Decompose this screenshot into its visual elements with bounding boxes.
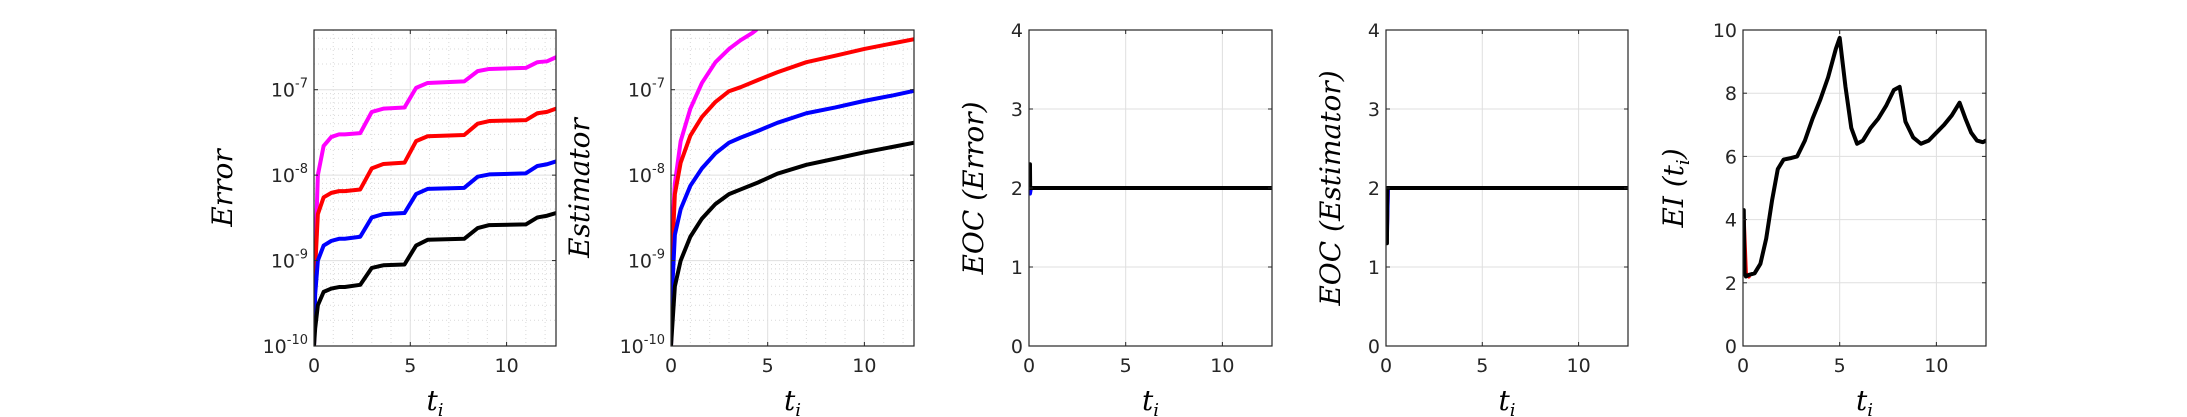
y-tick-label: 0 xyxy=(1011,336,1023,358)
y-tick-label: 4 xyxy=(1725,210,1737,232)
y-axis-label: EI (ti) xyxy=(1657,148,1694,228)
y-tick-label: 4 xyxy=(1368,20,1380,42)
y-tick-label: 1 xyxy=(1011,257,1023,279)
x-axis-label: ti xyxy=(1498,384,1515,417)
x-tick-label: 0 xyxy=(1023,355,1035,377)
x-axis-label: ti xyxy=(784,384,801,417)
x-tick-label: 0 xyxy=(1737,355,1749,377)
y-axis-label: Estimator xyxy=(563,117,596,259)
series-line-2 xyxy=(314,106,556,346)
y-axis-label: EOC (Error) xyxy=(957,101,990,275)
y-tick-label: 10-10 xyxy=(263,333,308,358)
chart-panel-5: 0 5 10 0 2 4 6 8 10 ti EI (ti) xyxy=(1657,20,1987,417)
x-tick-label: 5 xyxy=(1834,355,1846,377)
x-tick-label: 10 xyxy=(1210,355,1234,377)
y-tick-label: 10-8 xyxy=(628,162,665,187)
x-tick-label: 0 xyxy=(1380,355,1392,377)
y-tick-label: 3 xyxy=(1368,99,1380,121)
chart-panel-2: 0 5 10 10-10 10-9 10-8 10-7 ti Estimator xyxy=(563,29,915,417)
x-tick-label: 10 xyxy=(1566,355,1590,377)
y-tick-label: 10-10 xyxy=(620,333,665,358)
axes-box xyxy=(670,29,915,347)
axes-box xyxy=(1742,29,1987,347)
x-tick-label: 0 xyxy=(308,355,320,377)
y-tick-label: 10-7 xyxy=(628,77,665,102)
y-tick-label: 10-9 xyxy=(628,248,665,273)
chart-panel-1: 0 5 10 10-10 10-9 10-8 10-7 ti Error xyxy=(206,29,557,417)
y-tick-label: 3 xyxy=(1011,99,1023,121)
y-tick-label: 0 xyxy=(1725,336,1737,358)
x-axis-label: ti xyxy=(1856,384,1873,417)
y-tick-label: 2 xyxy=(1725,273,1737,295)
y-axis-label: Error xyxy=(206,148,239,228)
y-tick-label: 10-8 xyxy=(271,162,308,187)
y-tick-label: 2 xyxy=(1011,178,1023,200)
series-line-1 xyxy=(314,55,556,346)
x-tick-label: 5 xyxy=(1476,355,1488,377)
series-line-2 xyxy=(671,37,914,346)
series-line-3 xyxy=(671,88,914,346)
y-tick-label: 1 xyxy=(1368,257,1380,279)
series-line-1 xyxy=(1386,186,1628,230)
chart-panel-3: 0 5 10 0 1 2 3 4 ti EOC (Error) xyxy=(957,20,1273,417)
x-tick-label: 5 xyxy=(1120,355,1132,377)
y-tick-label: 6 xyxy=(1725,146,1737,168)
chart-panel-4: 0 5 10 0 1 2 3 4 ti EOC (Estimator) xyxy=(1314,20,1629,417)
axes-box xyxy=(313,29,557,347)
series-line-3 xyxy=(314,159,556,346)
y-tick-label: 0 xyxy=(1368,336,1380,358)
x-tick-label: 10 xyxy=(852,355,876,377)
x-axis-label: ti xyxy=(1142,384,1159,417)
series-line-2 xyxy=(1743,35,1986,279)
y-tick-label: 2 xyxy=(1368,178,1380,200)
x-tick-label: 5 xyxy=(404,355,416,377)
y-axis-label: EOC (Estimator) xyxy=(1314,70,1347,306)
y-tick-label: 10-9 xyxy=(271,248,308,273)
x-tick-label: 5 xyxy=(762,355,774,377)
series-line-4 xyxy=(671,140,914,346)
series-line-3 xyxy=(1029,162,1272,190)
y-tick-label: 4 xyxy=(1011,20,1023,42)
x-tick-label: 10 xyxy=(494,355,518,377)
y-tick-label: 10 xyxy=(1713,20,1737,42)
y-tick-label: 8 xyxy=(1725,83,1737,105)
x-tick-label: 0 xyxy=(665,355,677,377)
x-axis-label: ti xyxy=(426,384,443,417)
x-tick-label: 10 xyxy=(1924,355,1948,377)
series-line-3 xyxy=(1386,186,1628,246)
series-line-4 xyxy=(314,211,556,346)
y-tick-label: 10-7 xyxy=(271,77,308,102)
series-line-2 xyxy=(1386,186,1628,238)
